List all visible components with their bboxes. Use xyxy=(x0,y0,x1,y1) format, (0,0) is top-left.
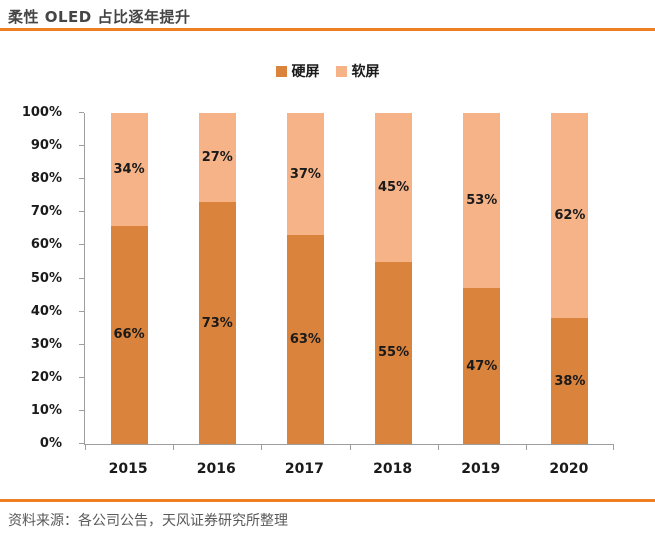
y-axis-tick-mark xyxy=(79,244,84,246)
x-axis-tick-mark xyxy=(261,445,263,450)
y-axis-tick-label: 50% xyxy=(30,270,62,286)
data-label-soft: 45% xyxy=(378,179,410,195)
bar-segment-hard: 55% xyxy=(375,261,413,444)
stacked-bar-2016: 27% 73% xyxy=(198,113,236,444)
bar-segment-soft: 53% xyxy=(463,113,501,289)
bar-segment-hard: 73% xyxy=(198,202,236,444)
stacked-bar-2017: 37% 63% xyxy=(286,113,324,444)
bar-segment-soft: 27% xyxy=(198,113,236,203)
data-label-soft: 62% xyxy=(554,208,586,224)
chart-title: 柔性 OLED 占比逐年提升 xyxy=(8,8,191,26)
x-axis-label: 2018 xyxy=(373,461,413,477)
y-axis-labels: 0% 10% 20% 30% 40% 50% 60% 70% 80% 90% 100% xyxy=(0,105,62,451)
data-label-hard: 73% xyxy=(201,315,233,331)
y-axis-tick-mark xyxy=(79,310,84,312)
legend: 硬屏 软屏 xyxy=(0,62,655,80)
data-label-soft: 34% xyxy=(113,161,145,177)
legend-item-hard: 硬屏 xyxy=(275,61,320,81)
data-label-hard: 63% xyxy=(289,332,321,348)
data-label-hard: 38% xyxy=(554,373,586,389)
y-axis-tick-mark xyxy=(79,443,84,444)
bar-segment-hard: 63% xyxy=(286,235,324,444)
y-axis-tick-mark xyxy=(79,277,84,279)
y-axis-tick-label: 100% xyxy=(21,105,62,120)
legend-swatch-hard xyxy=(275,65,287,77)
x-axis-label: 2019 xyxy=(461,461,501,477)
y-axis-tick-label: 40% xyxy=(30,303,62,319)
y-axis-tick-mark xyxy=(79,211,84,213)
data-label-hard: 66% xyxy=(113,327,145,343)
stacked-bar-2018: 45% 55% xyxy=(375,113,413,444)
bar-segment-hard: 66% xyxy=(110,225,148,444)
plot-area: 34% 66% 27% 73% 37% 63% 45% 55% 53% 47% 62% 38% xyxy=(79,112,614,450)
header-divider-line xyxy=(0,28,655,31)
y-axis-tick-label: 60% xyxy=(30,237,62,253)
bar-segment-soft: 37% xyxy=(286,113,324,236)
x-axis-tick-mark xyxy=(437,445,439,450)
y-axis-tick-mark xyxy=(79,409,84,411)
y-axis-tick-label: 70% xyxy=(30,204,62,220)
stacked-bar-2019: 53% 47% xyxy=(463,113,501,444)
y-axis-tick-mark xyxy=(79,112,84,113)
y-axis-tick-label: 20% xyxy=(30,369,62,385)
legend-item-soft: 软屏 xyxy=(335,61,380,81)
bar-segment-soft: 62% xyxy=(551,113,589,319)
y-axis-tick-mark xyxy=(79,178,84,180)
y-axis-tick-label: 10% xyxy=(30,402,62,418)
x-axis-tick-mark xyxy=(173,445,175,450)
y-axis-tick-mark xyxy=(79,145,84,147)
bar-segment-soft: 45% xyxy=(375,113,413,262)
bar-segment-hard: 47% xyxy=(463,288,501,444)
y-axis-tick-label: 30% xyxy=(30,336,62,352)
data-label-soft: 53% xyxy=(466,193,498,209)
x-axis-tick-mark xyxy=(85,445,86,450)
y-axis-tick-label: 80% xyxy=(30,171,62,187)
legend-label-soft: 软屏 xyxy=(351,64,380,80)
data-label-soft: 37% xyxy=(289,166,321,182)
x-axis-label: 2017 xyxy=(284,461,324,477)
footer-divider-line xyxy=(0,499,655,502)
x-axis-label: 2020 xyxy=(549,461,589,477)
y-axis-tick-mark xyxy=(79,376,84,378)
bar-segment-soft: 34% xyxy=(110,113,148,226)
x-axis-tick-mark xyxy=(525,445,527,450)
data-label-hard: 47% xyxy=(466,358,498,374)
stacked-bar-2015: 34% 66% xyxy=(110,113,148,444)
bar-segment-hard: 38% xyxy=(551,318,589,444)
x-axis-label: 2015 xyxy=(108,461,148,477)
data-label-hard: 55% xyxy=(378,345,410,361)
data-label-soft: 27% xyxy=(201,150,233,166)
x-axis-tick-mark xyxy=(613,445,614,450)
legend-label-hard: 硬屏 xyxy=(291,64,320,80)
y-axis-tick-label: 0% xyxy=(39,436,62,451)
y-axis-tick-label: 90% xyxy=(30,138,62,154)
x-axis-labels: 2015 2016 2017 2018 2019 2020 xyxy=(84,461,613,481)
source-note: 资料来源：各公司公告，天风证券研究所整理 xyxy=(8,513,288,529)
x-axis-label: 2016 xyxy=(196,461,236,477)
legend-swatch-soft xyxy=(335,65,347,77)
x-axis-tick-mark xyxy=(349,445,351,450)
stacked-bar-2020: 62% 38% xyxy=(551,113,589,444)
y-axis-tick-mark xyxy=(79,343,84,345)
